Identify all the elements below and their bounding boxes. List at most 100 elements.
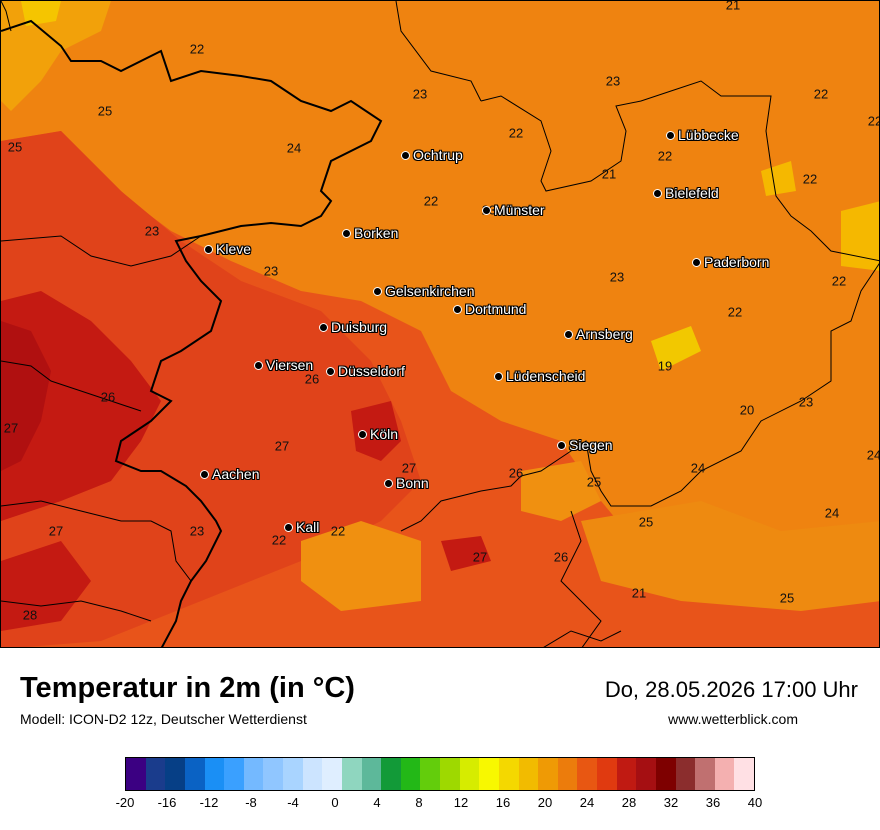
legend-tick-label: 20 bbox=[537, 795, 553, 810]
city-marker: Kall bbox=[284, 519, 319, 535]
legend-swatch bbox=[204, 758, 225, 790]
state-border-north bbox=[480, 80, 879, 262]
city-marker: Paderborn bbox=[692, 254, 769, 270]
temp-label: 19 bbox=[657, 358, 673, 374]
city-marker: Aachen bbox=[200, 466, 259, 482]
temp-label: 22 bbox=[831, 273, 847, 289]
city-dot bbox=[666, 130, 675, 140]
city-name: Ochtrup bbox=[413, 147, 463, 163]
city-marker: Münster bbox=[482, 202, 545, 218]
legend-swatch bbox=[381, 758, 401, 790]
temp-label: 22 bbox=[867, 113, 879, 129]
city-dot bbox=[373, 286, 382, 296]
temp-label: 22 bbox=[508, 125, 524, 141]
temp-label: 22 bbox=[189, 41, 205, 57]
legend-swatch bbox=[714, 758, 735, 790]
temp-label: 21 bbox=[725, 0, 741, 13]
temp-label: 23 bbox=[605, 73, 621, 89]
city-marker: Bonn bbox=[384, 475, 429, 491]
temp-label: 28 bbox=[22, 607, 38, 623]
city-name: Bielefeld bbox=[665, 185, 719, 201]
legend-tick-label: -16 bbox=[157, 795, 177, 810]
forecast-datetime: Do, 28.05.2026 17:00 Uhr bbox=[604, 677, 858, 702]
border-west bbox=[1, 235, 202, 267]
city-marker: Kleve bbox=[204, 241, 251, 257]
city-marker: Arnsberg bbox=[564, 326, 633, 342]
temperature-map: 21 22 25 25 24 23 23 22 22 21 22 22 22 2… bbox=[0, 0, 880, 648]
city-marker: Köln bbox=[358, 426, 398, 442]
legend-swatch bbox=[361, 758, 382, 790]
legend-tick-label: -8 bbox=[245, 795, 257, 810]
legend-tick-label: 4 bbox=[373, 795, 381, 810]
temp-label: 25 bbox=[7, 139, 23, 155]
legend-swatch bbox=[283, 758, 303, 790]
city-name: Dortmund bbox=[465, 301, 527, 317]
temp-label: 26 bbox=[304, 371, 320, 387]
cool-area-siegerland bbox=[521, 461, 601, 521]
legend-swatch bbox=[400, 758, 421, 790]
legend-swatch bbox=[695, 758, 715, 790]
state-border-n2 bbox=[395, 1, 482, 102]
city-dot bbox=[557, 440, 566, 450]
border-lux bbox=[1, 500, 192, 582]
legend-swatch bbox=[224, 758, 244, 790]
temp-label: 27 bbox=[3, 420, 19, 436]
city-marker: Viersen bbox=[254, 357, 313, 373]
temp-label: 25 bbox=[779, 590, 795, 606]
city-marker: Siegen bbox=[557, 437, 613, 453]
website-link[interactable]: www.wetterblick.com bbox=[668, 711, 798, 727]
temp-label: 24 bbox=[866, 447, 880, 463]
city-dot bbox=[494, 371, 503, 381]
legend-swatch bbox=[518, 758, 539, 790]
city-name: Viersen bbox=[266, 357, 314, 373]
city-dot bbox=[482, 205, 491, 215]
state-border-se bbox=[560, 510, 602, 647]
border-corner bbox=[1, 1, 12, 32]
legend-swatch bbox=[577, 758, 597, 790]
legend-swatch bbox=[302, 758, 323, 790]
temp-label: 22 bbox=[271, 532, 287, 548]
temp-label: 24 bbox=[286, 140, 302, 156]
city-marker: Lüdenscheid bbox=[494, 368, 585, 384]
legend-tick-label: -4 bbox=[287, 795, 299, 810]
mild-patch-e2 bbox=[761, 161, 796, 196]
city-dot bbox=[401, 150, 410, 160]
map-title: Temperatur in 2m (in °C) bbox=[20, 672, 355, 704]
temp-label: 27 bbox=[48, 523, 64, 539]
warm-area-nw bbox=[1, 1, 111, 111]
temp-label: 23 bbox=[609, 269, 625, 285]
city-dot bbox=[200, 469, 209, 479]
temp-label: 24 bbox=[824, 505, 840, 521]
city-name: Arnsberg bbox=[576, 326, 633, 342]
city-dot bbox=[319, 322, 328, 332]
legend-swatch bbox=[263, 758, 283, 790]
legend-swatch bbox=[597, 758, 617, 790]
legend-swatch bbox=[459, 758, 480, 790]
legend-tick-label: -12 bbox=[199, 795, 219, 810]
city-name: Kleve bbox=[216, 241, 252, 257]
temp-label: 23 bbox=[144, 223, 160, 239]
city-marker: Bielefeld bbox=[653, 185, 719, 201]
city-dot bbox=[204, 244, 213, 254]
temp-label: 23 bbox=[189, 523, 205, 539]
legend-swatch bbox=[655, 758, 676, 790]
legend-swatch bbox=[243, 758, 264, 790]
temp-label: 20 bbox=[739, 402, 755, 418]
temp-label: 23 bbox=[798, 394, 814, 410]
city-name: Paderborn bbox=[704, 254, 770, 270]
legend-tick-label: -20 bbox=[115, 795, 135, 810]
city-name: Borken bbox=[354, 225, 399, 241]
city-marker: Ochtrup bbox=[401, 147, 463, 163]
temp-label: 21 bbox=[631, 585, 647, 601]
hot-area-south bbox=[441, 536, 491, 571]
city-dot bbox=[692, 257, 701, 267]
legend-tick-label: 24 bbox=[579, 795, 595, 810]
temp-label: 22 bbox=[727, 304, 743, 320]
temp-label: 27 bbox=[274, 438, 290, 454]
legend-swatch bbox=[636, 758, 656, 790]
temp-label: 26 bbox=[508, 465, 524, 481]
legend-swatch bbox=[734, 758, 754, 790]
city-dot bbox=[384, 478, 393, 488]
temp-label: 27 bbox=[472, 549, 488, 565]
mild-patch-east bbox=[841, 201, 879, 271]
